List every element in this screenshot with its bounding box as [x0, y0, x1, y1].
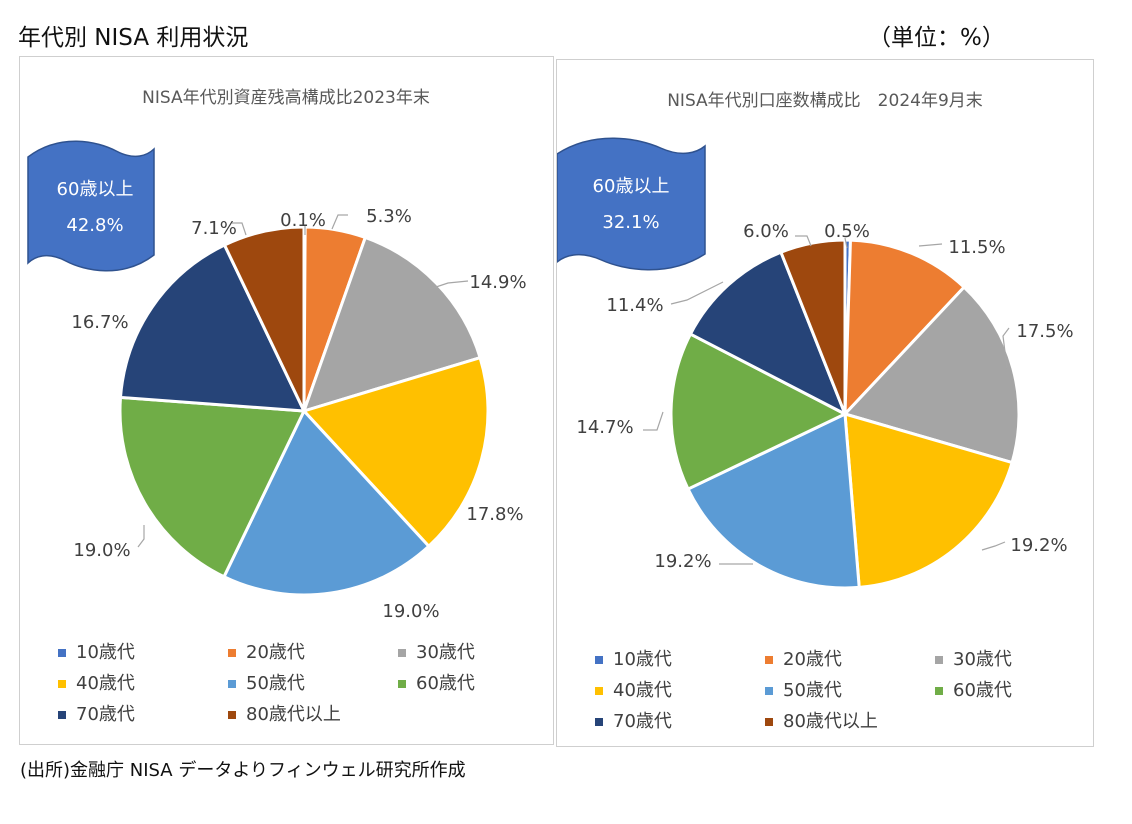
legend-swatch — [765, 687, 773, 695]
legend-swatch — [595, 656, 603, 664]
leader-line — [232, 222, 247, 236]
callout-value: 42.8% — [66, 215, 123, 236]
legend-label: 10歳代 — [76, 642, 135, 663]
callout-banner — [557, 137, 706, 271]
pie-slice-5 — [686, 412, 861, 590]
callout-value: 32.1% — [602, 212, 659, 233]
legend-swatch — [398, 680, 406, 688]
leader-line — [795, 235, 812, 247]
chart-title: NISA年代別資産残高構成比2023年末 — [142, 88, 430, 108]
asset-balance-pie-chart: NISA年代別資産残高構成比2023年末 0.1% 5.3% 14.9% 17.8% 19… — [27, 88, 527, 725]
legend-label: 80歳代以上 — [246, 704, 341, 725]
data-label: 19.0% — [382, 601, 439, 622]
legend-swatch — [595, 687, 603, 695]
pie-slice-4 — [302, 356, 490, 548]
legend-swatch — [765, 718, 773, 726]
pie-slice-4 — [843, 412, 1014, 589]
legend-label: 70歳代 — [76, 704, 135, 725]
account-count-pie-chart: NISA年代別口座数構成比 2024年9月末 0.5% 11.5% 17.5% 19.2… — [557, 91, 1074, 732]
pie-slice-7 — [688, 250, 847, 416]
legend-swatch — [228, 711, 236, 719]
leader-line — [137, 525, 145, 548]
pie-slice-3 — [302, 236, 482, 413]
leader-line — [844, 237, 848, 249]
leader-line — [918, 243, 943, 247]
unit-label: （単位：%） — [868, 25, 1005, 51]
legend-swatch — [765, 656, 773, 664]
pie-slice-6 — [669, 332, 847, 491]
data-label: 14.7% — [576, 417, 633, 438]
leader-line — [981, 541, 1006, 551]
legend-label: 70歳代 — [613, 711, 672, 732]
legend-label: 80歳代以上 — [783, 711, 878, 732]
leader-line — [643, 411, 664, 431]
leader-line — [429, 280, 469, 290]
callout-label: 60歳以上 — [593, 176, 670, 197]
asset-balance-chart-panel: NISA年代別資産残高構成比2023年末 0.1% 5.3% 14.9% 17.8% 19… — [19, 56, 554, 745]
legend-label: 10歳代 — [613, 649, 672, 670]
legend-swatch — [58, 711, 66, 719]
callout-banner — [27, 140, 155, 272]
legend-label: 60歳代 — [416, 673, 475, 694]
pie-slice-7 — [119, 243, 306, 413]
legend-label: 30歳代 — [416, 642, 475, 663]
data-label: 19.2% — [654, 551, 711, 572]
data-label: 17.5% — [1016, 321, 1073, 342]
pie-slice-5 — [222, 409, 431, 597]
data-label: 5.3% — [366, 206, 412, 227]
legend-swatch — [58, 649, 66, 657]
data-label: 11.4% — [606, 295, 663, 316]
data-label: 14.9% — [469, 272, 526, 293]
account-count-chart-panel: NISA年代別口座数構成比 2024年9月末 0.5% 11.5% 17.5% 19.2… — [556, 59, 1094, 747]
legend-label: 50歳代 — [783, 680, 842, 701]
legend-swatch — [228, 649, 236, 657]
legend-swatch — [398, 649, 406, 657]
legend-swatch — [935, 687, 943, 695]
source-note: (出所)金融庁 NISA データよりフィンウェル研究所作成 — [20, 760, 466, 781]
data-label: 7.1% — [191, 218, 237, 239]
pie-slice-8 — [223, 225, 306, 413]
pie-slice-2 — [843, 238, 966, 416]
legend-swatch — [595, 718, 603, 726]
leader-line — [331, 214, 348, 230]
legend-swatch — [58, 680, 66, 688]
legend-swatch — [228, 680, 236, 688]
leader-line — [670, 281, 724, 305]
data-label: 0.1% — [280, 210, 326, 231]
data-label: 19.2% — [1010, 535, 1067, 556]
chart-title: NISA年代別口座数構成比 2024年9月末 — [667, 91, 983, 111]
legend-label: 40歳代 — [613, 680, 672, 701]
leader-line — [1002, 327, 1010, 369]
page-title: 年代別 NISA 利用状況 — [18, 25, 249, 51]
pie-slice-6 — [118, 395, 306, 579]
legend-label: 20歳代 — [783, 649, 842, 670]
data-label: 16.7% — [71, 312, 128, 333]
pie-slice-3 — [843, 285, 1021, 465]
data-label: 0.5% — [824, 221, 870, 242]
legend-label: 50歳代 — [246, 673, 305, 694]
data-label: 11.5% — [948, 237, 1005, 258]
callout-label: 60歳以上 — [57, 179, 134, 200]
data-label: 6.0% — [743, 221, 789, 242]
legend-label: 40歳代 — [76, 673, 135, 694]
legend-label: 20歳代 — [246, 642, 305, 663]
legend-swatch — [935, 656, 943, 664]
legend-label: 30歳代 — [953, 649, 1012, 670]
data-label: 17.8% — [466, 504, 523, 525]
data-label: 19.0% — [73, 540, 130, 561]
legend-label: 60歳代 — [953, 680, 1012, 701]
